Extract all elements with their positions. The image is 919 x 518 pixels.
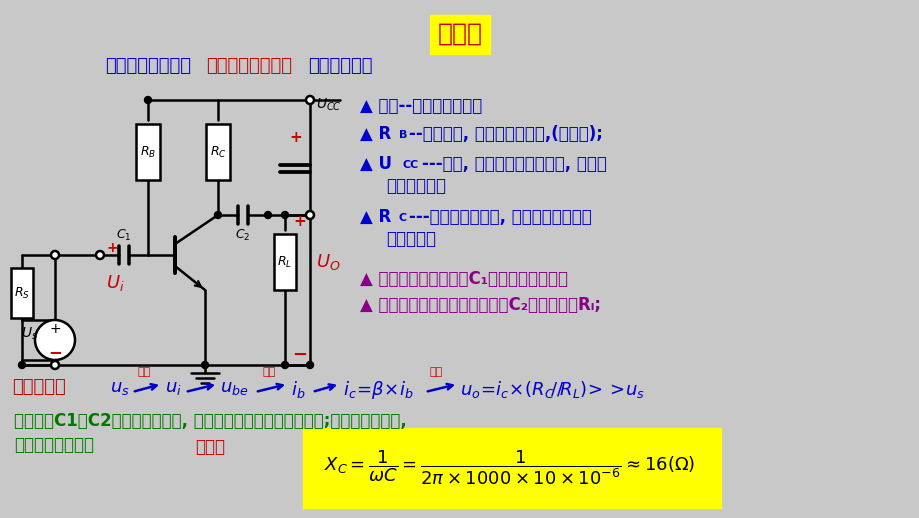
Text: −: − [48,343,62,361]
Text: ---集电极负载电阻, 将变化电流转变为: ---集电极负载电阻, 将变化电流转变为 [409,208,591,226]
Text: +: + [49,322,61,336]
Text: ▲ 信号源通过耦合电容C₁输入到管子基极；: ▲ 信号源通过耦合电容C₁输入到管子基极； [359,270,567,288]
Text: ---能源, 同时保证集电结反偏, 管子工: ---能源, 同时保证集电结反偏, 管子工 [422,155,607,173]
Text: C: C [399,213,407,223]
Circle shape [96,251,104,259]
Text: $u_s$: $u_s$ [110,379,130,397]
Text: $U_O$: $U_O$ [315,252,340,272]
Text: $u_i$: $u_i$ [165,379,182,397]
Text: $R_C$: $R_C$ [210,145,226,160]
Text: ▲ 管子--核心控制元件；: ▲ 管子--核心控制元件； [359,97,482,115]
Text: $u_{be}$: $u_{be}$ [220,379,248,397]
Circle shape [214,211,221,219]
Circle shape [265,211,271,219]
Text: −: − [292,346,307,364]
Circle shape [144,96,152,104]
Text: CC: CC [403,160,419,170]
Circle shape [201,362,209,368]
Text: ▲ U: ▲ U [359,155,391,173]
Text: $R_S$: $R_S$ [14,285,30,300]
Circle shape [35,320,75,360]
Circle shape [281,362,289,368]
Text: $U_{CC}$: $U_{CC}$ [315,97,341,113]
Text: 转换: 转换 [429,367,443,377]
Text: $R_L$: $R_L$ [278,254,292,269]
Text: ▲ 放大了的信号又通过耦合电容C₂输出到负载Rₗ;: ▲ 放大了的信号又通过耦合电容C₂输出到负载Rₗ; [359,296,600,314]
Text: $u_o\!=\!i_c\!\times\!(R_C\!//\!R_L)\!>>\!u_s$: $u_o\!=\!i_c\!\times\!(R_C\!//\!R_L)\!>>… [460,379,644,400]
Text: ▲ R: ▲ R [359,125,391,143]
Text: $U_s$: $U_s$ [21,326,38,342]
Text: $C_2$: $C_2$ [235,228,250,243]
Text: B: B [399,130,407,140]
Circle shape [306,362,313,368]
Text: 以用途最为广泛的: 以用途最为广泛的 [105,57,191,75]
Text: +: + [289,131,302,146]
Circle shape [306,96,313,104]
Text: 使交流信号畅通！: 使交流信号畅通！ [14,436,94,454]
Bar [302,428,720,508]
Text: $C_1$: $C_1$ [116,228,131,243]
Bar [274,234,296,290]
Text: $X_C = \dfrac{1}{\omega C} = \dfrac{1}{2\pi \times 1000 \times 10 \times 10^{-6}: $X_C = \dfrac{1}{\omega C} = \dfrac{1}{2… [323,449,695,487]
Text: ▲ R: ▲ R [359,208,391,226]
Text: 放大: 放大 [263,367,276,377]
Text: 变化电压；: 变化电压； [386,230,436,248]
Text: 放大原理为: 放大原理为 [12,378,65,396]
Circle shape [18,362,26,368]
Text: 阻容耦合共发射极: 阻容耦合共发射极 [206,57,292,75]
Circle shape [51,251,59,259]
Text: 放大器为例：: 放大器为例： [308,57,372,75]
Circle shape [51,361,59,369]
Text: 第二章: 第二章 [437,22,482,46]
Text: +: + [106,241,118,255]
Text: --偏置电阻, 保证发射结正偏,(放大区);: --偏置电阻, 保证发射结正偏,(放大区); [409,125,602,143]
Circle shape [281,211,289,219]
Text: 耦合电容C1、C2对直流呈现开路, 使信号源和负载不影响工作点;对交流呈现短路,: 耦合电容C1、C2对直流呈现开路, 使信号源和负载不影响工作点;对交流呈现短路, [14,412,406,430]
Text: 作在放大区；: 作在放大区； [386,177,446,195]
Text: +: + [293,214,306,229]
Text: $i_c\!=\!\beta\!\times\! i_b$: $i_c\!=\!\beta\!\times\! i_b$ [343,379,414,401]
Circle shape [306,211,313,219]
Text: 例如：: 例如： [195,438,225,456]
Text: $U_i$: $U_i$ [106,273,124,293]
Bar [11,268,33,318]
Text: $R_B$: $R_B$ [140,145,156,160]
Text: 控制: 控制 [138,367,151,377]
Text: $i_b$: $i_b$ [290,379,305,400]
Bar [206,124,230,180]
Bar [136,124,160,180]
